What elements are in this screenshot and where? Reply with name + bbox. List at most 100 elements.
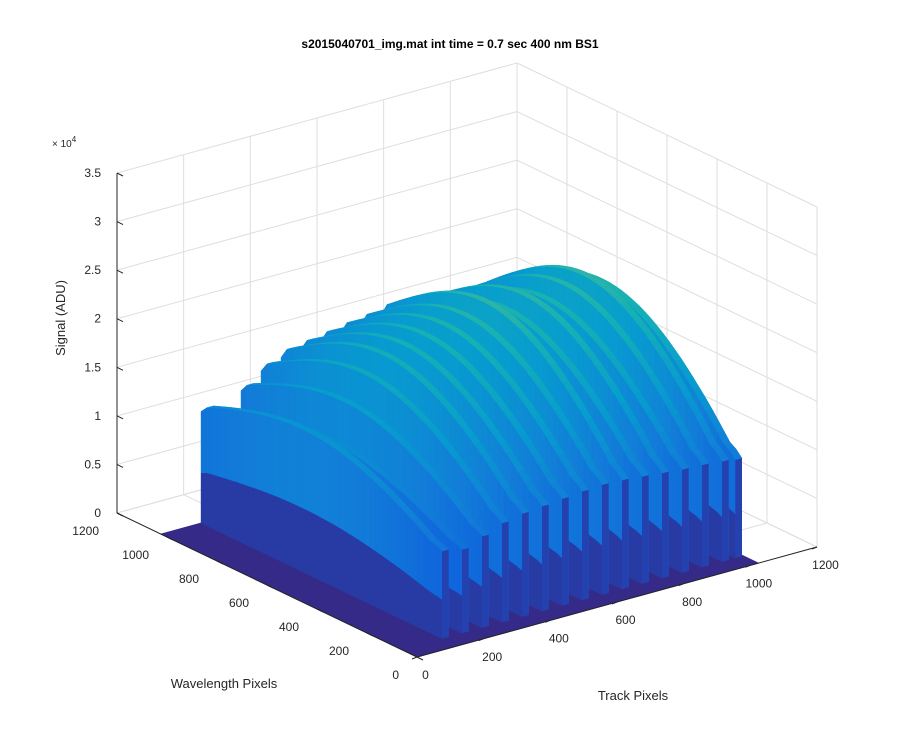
- track-front-lower: [715, 510, 723, 563]
- track-front-upper: [417, 526, 425, 588]
- track-front-lower: [363, 542, 370, 605]
- track-front-lower: [609, 529, 617, 587]
- track-front-upper: [381, 488, 388, 560]
- y-tick-label: 800: [179, 572, 199, 586]
- track-front-upper: [315, 436, 322, 518]
- track-front-upper: [321, 439, 328, 522]
- x-tick-label: 400: [549, 631, 569, 645]
- x-tick-label: 600: [615, 613, 635, 627]
- track-end-face: [602, 483, 609, 595]
- track-front-lower: [429, 591, 437, 637]
- track-front-upper: [649, 456, 657, 526]
- track-front-upper: [529, 491, 537, 560]
- track-front-lower: [200, 472, 208, 527]
- track-front-upper: [309, 432, 316, 515]
- z-multiplier: × 104: [52, 135, 77, 150]
- track-front-upper: [248, 412, 256, 489]
- grid-line: [516, 208, 818, 354]
- track-front-upper: [218, 408, 226, 479]
- track-front-upper: [709, 444, 717, 512]
- track-front-upper: [555, 489, 563, 559]
- y-tick-label: 600: [229, 596, 249, 610]
- x-tick: [545, 619, 551, 623]
- track-front-lower: [212, 474, 220, 533]
- track-end-face: [542, 504, 549, 612]
- x-tick-label: 1200: [812, 558, 839, 572]
- track-front-lower: [267, 492, 274, 559]
- track-front-upper: [469, 524, 477, 583]
- track-front-lower: [369, 546, 376, 608]
- track-front-lower: [315, 514, 322, 582]
- track-end-face: [702, 463, 709, 568]
- track-front-lower: [321, 517, 328, 585]
- track-end-face: [662, 471, 669, 579]
- track-front-lower: [589, 535, 597, 593]
- track-front-upper: [212, 407, 220, 477]
- track-front-upper: [357, 466, 364, 544]
- track-front-lower: [435, 594, 443, 640]
- track-front-upper: [399, 506, 407, 574]
- track-front-lower: [689, 510, 697, 565]
- track-front-lower: [218, 476, 226, 536]
- y-axis-label: Wavelength Pixels: [171, 676, 278, 691]
- track-front-lower: [375, 550, 382, 611]
- z-tick: [116, 366, 124, 371]
- track-front-lower: [709, 505, 717, 560]
- z-tick-label: 0.5: [84, 457, 101, 471]
- track-front-lower: [254, 488, 262, 553]
- track-end-face: [622, 478, 629, 590]
- track-end-face: [682, 468, 689, 573]
- track-front-lower: [417, 581, 425, 631]
- track-front-lower: [236, 481, 244, 544]
- track-front-upper: [206, 407, 214, 475]
- track-end-face: [642, 475, 649, 584]
- track-front-lower: [261, 490, 268, 556]
- track-front-upper: [405, 512, 413, 578]
- track-front-lower: [393, 563, 400, 619]
- track-front-lower: [475, 581, 483, 629]
- track-front-lower: [387, 559, 394, 617]
- y-tick-label: 400: [279, 620, 299, 634]
- track-front-lower: [615, 534, 623, 590]
- track-front-upper: [595, 475, 603, 546]
- x-tick-label: 0: [422, 668, 429, 682]
- track-end-face: [502, 521, 509, 623]
- y-tick-label: 0: [392, 668, 399, 682]
- track-front-lower: [230, 479, 238, 541]
- track-front-lower: [495, 572, 503, 623]
- track-front-lower: [357, 538, 364, 602]
- track-front-upper: [615, 470, 623, 541]
- track-front-lower: [279, 497, 286, 564]
- track-surface: [200, 405, 450, 640]
- track-front-upper: [609, 463, 617, 536]
- track-front-upper: [715, 451, 723, 518]
- y-tick: [216, 560, 224, 565]
- track-front-lower: [469, 577, 477, 626]
- track-front-lower: [569, 541, 577, 598]
- track-front-upper: [669, 453, 677, 522]
- track-front-lower: [515, 564, 523, 618]
- track-front-upper: [339, 451, 346, 532]
- track-front-upper: [363, 471, 370, 548]
- z-tick: [116, 172, 124, 177]
- x-tick: [411, 656, 418, 660]
- x-tick: [678, 583, 684, 587]
- y-tick: [366, 632, 374, 637]
- track-front-lower: [411, 576, 419, 628]
- track-front-upper: [291, 424, 298, 506]
- track-front-lower: [339, 527, 346, 593]
- x-tick: [745, 564, 751, 568]
- track-front-lower: [729, 507, 736, 559]
- x-tick: [478, 638, 484, 642]
- chart-title: s2015040701_img.mat int time = 0.7 sec 4…: [301, 37, 599, 51]
- grid-line: [516, 62, 818, 208]
- z-tick-label: 2.5: [84, 263, 101, 277]
- track-front-lower: [655, 524, 663, 579]
- track-end-face: [442, 549, 449, 639]
- track-front-upper: [589, 469, 597, 541]
- track-front-upper: [254, 413, 262, 491]
- track-front-lower: [273, 494, 280, 562]
- track-front-lower: [242, 483, 250, 547]
- grid-line: [116, 159, 518, 271]
